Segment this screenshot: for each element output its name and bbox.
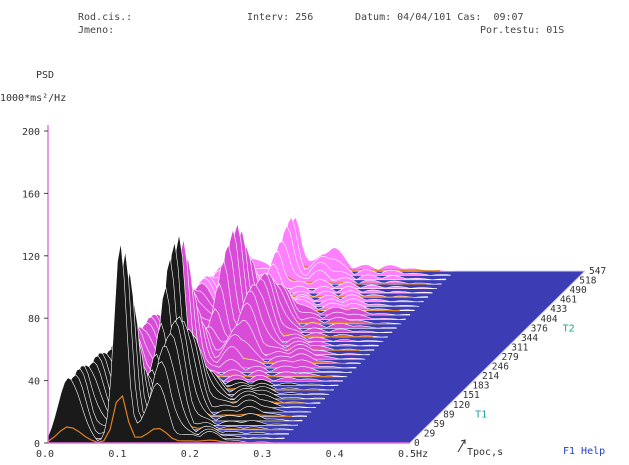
z-tick-label: 433 xyxy=(550,304,567,315)
z-tick-label: 120 xyxy=(453,400,470,411)
z-tick-label: 547 xyxy=(589,266,606,277)
y-axis-unit: 1000*ms²/Hz xyxy=(0,93,66,104)
x-tick-label: 0.0 xyxy=(36,449,54,460)
z-tick-label: 279 xyxy=(502,352,519,363)
interval-label: Interv: 256 xyxy=(247,12,314,23)
z-tick-label: 311 xyxy=(511,342,528,353)
y-axis-title: PSD xyxy=(36,70,54,81)
x-tick-label: 0.5Hz xyxy=(398,449,428,460)
x-tick-label: 0.3 xyxy=(253,449,271,460)
z-tick-label: 29 xyxy=(424,428,436,439)
y-tick-label: 80 xyxy=(28,314,40,325)
z-tick-label: 183 xyxy=(472,381,489,392)
x-tick-label: 0.4 xyxy=(326,449,344,460)
z-tick-label: 404 xyxy=(540,314,557,325)
z-tick-label: 518 xyxy=(579,276,596,287)
z-tick-label: 0 xyxy=(414,438,420,449)
test-order-label: Por.testu: 01S xyxy=(480,25,565,36)
patient-number-label: Rod.cis.: xyxy=(78,12,133,23)
x-tick-label: 0.1 xyxy=(108,449,126,460)
spectrum-trace xyxy=(47,394,266,444)
z-tick-label: 214 xyxy=(482,371,499,382)
z-tick-label: 376 xyxy=(531,323,548,334)
y-tick-label: 0 xyxy=(34,439,40,450)
z-tick-label: 246 xyxy=(492,362,509,373)
z-tick-label: 490 xyxy=(570,285,587,296)
z-axis-arrow-icon xyxy=(457,439,466,453)
spectrum-row xyxy=(61,303,294,431)
help-label[interactable]: F1 Help xyxy=(563,446,605,457)
x-tick-label: 0.2 xyxy=(181,449,199,460)
z-tick-label: 151 xyxy=(463,390,480,401)
chart-surface-group xyxy=(47,216,456,444)
y-tick-label: 120 xyxy=(22,252,40,263)
y-tick-label: 160 xyxy=(22,189,40,200)
y-tick-label: 40 xyxy=(28,377,40,388)
time-marker-label: T2 xyxy=(563,323,575,334)
date-time-label: Datum: 04/04/101 Cas: 09:07 xyxy=(355,12,524,23)
z-axis-title: Tpoc,s xyxy=(467,447,503,458)
z-tick-label: 59 xyxy=(433,419,445,430)
name-label: Jmeno: xyxy=(78,25,115,36)
y-tick-label: 200 xyxy=(22,127,40,138)
z-tick-label: 89 xyxy=(443,409,455,420)
time-marker-label: T1 xyxy=(475,409,487,420)
z-tick-label: 461 xyxy=(560,295,577,306)
z-tick-label: 344 xyxy=(521,333,538,344)
